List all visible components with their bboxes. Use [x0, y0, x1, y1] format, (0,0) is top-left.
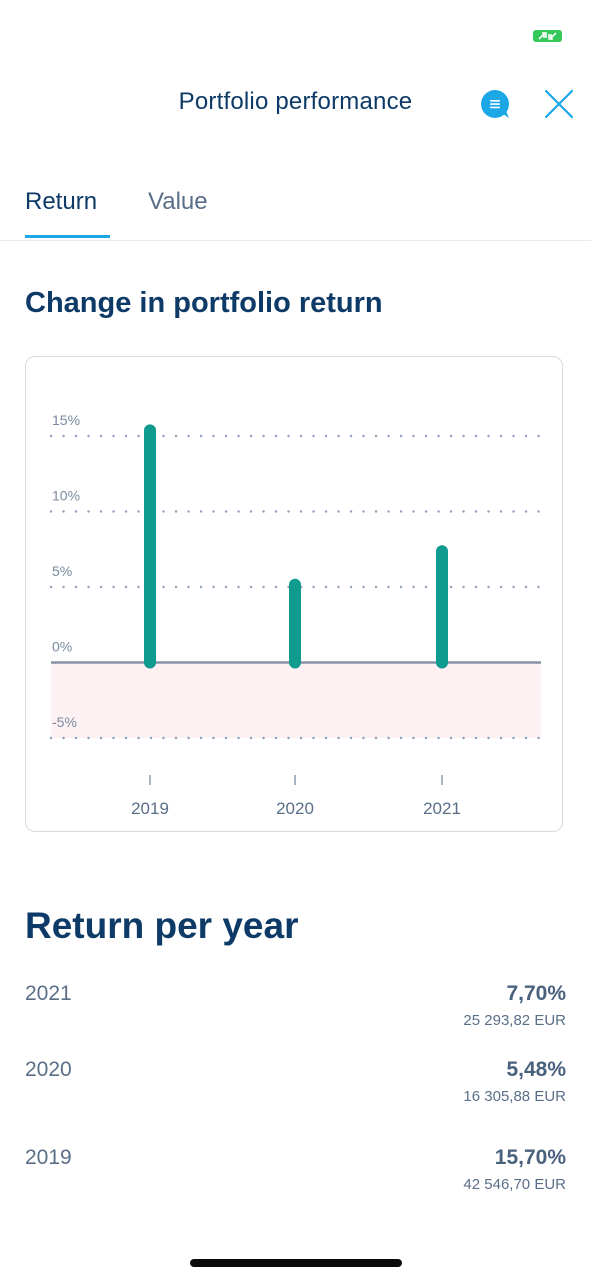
year-label: 2019	[25, 1146, 72, 1169]
bar-base-2019	[144, 656, 156, 663]
year-row-2020: 2020 5,48% 16 305,88 EUR	[25, 1058, 566, 1118]
year-row-2021: 2021 7,70% 25 293,82 EUR	[25, 982, 566, 1042]
home-indicator[interactable]	[190, 1259, 402, 1267]
year-return-amount: 42 546,70 EUR	[463, 1176, 566, 1193]
y-tick-label: 5%	[52, 563, 72, 579]
battery-icon	[533, 30, 562, 42]
bar-base-2021	[436, 656, 448, 663]
y-tick-label: 15%	[52, 412, 80, 428]
year-return-percent: 7,70%	[506, 982, 566, 1005]
year-label: 2020	[25, 1058, 72, 1081]
year-return-amount: 25 293,82 EUR	[463, 1012, 566, 1029]
y-tick-label: 10%	[52, 488, 80, 504]
return-per-year-title: Return per year	[25, 905, 299, 946]
x-tick-label: 2019	[131, 799, 169, 818]
close-button[interactable]	[543, 88, 575, 120]
negative-zone	[51, 662, 541, 738]
year-label: 2021	[25, 982, 72, 1005]
return-chart-card: 15% 10% 5% 0% -5% 2019 2020 2021	[25, 356, 563, 832]
chart-section-title: Change in portfolio return	[25, 287, 383, 319]
year-row-2019: 2019 15,70% 42 546,70 EUR	[25, 1146, 566, 1206]
x-tick-label: 2021	[423, 799, 461, 818]
bar-base-2020	[289, 656, 301, 663]
y-tick-label: 0%	[52, 639, 72, 655]
year-return-percent: 5,48%	[506, 1058, 566, 1081]
tab-bar: Return Value	[0, 180, 591, 241]
year-return-amount: 16 305,88 EUR	[463, 1088, 566, 1105]
page-title: Portfolio performance	[178, 88, 413, 115]
year-return-percent: 15,70%	[494, 1146, 566, 1169]
chat-bubble-icon[interactable]	[481, 90, 509, 118]
tab-value[interactable]: Value	[148, 188, 208, 215]
close-icon	[544, 89, 574, 119]
y-tick-label: -5%	[52, 714, 77, 730]
tab-return[interactable]: Return	[25, 188, 98, 215]
active-tab-indicator	[25, 235, 110, 238]
return-bar-chart: 15% 10% 5% 0% -5% 2019 2020 2021	[49, 412, 543, 818]
x-tick-label: 2020	[276, 799, 314, 818]
